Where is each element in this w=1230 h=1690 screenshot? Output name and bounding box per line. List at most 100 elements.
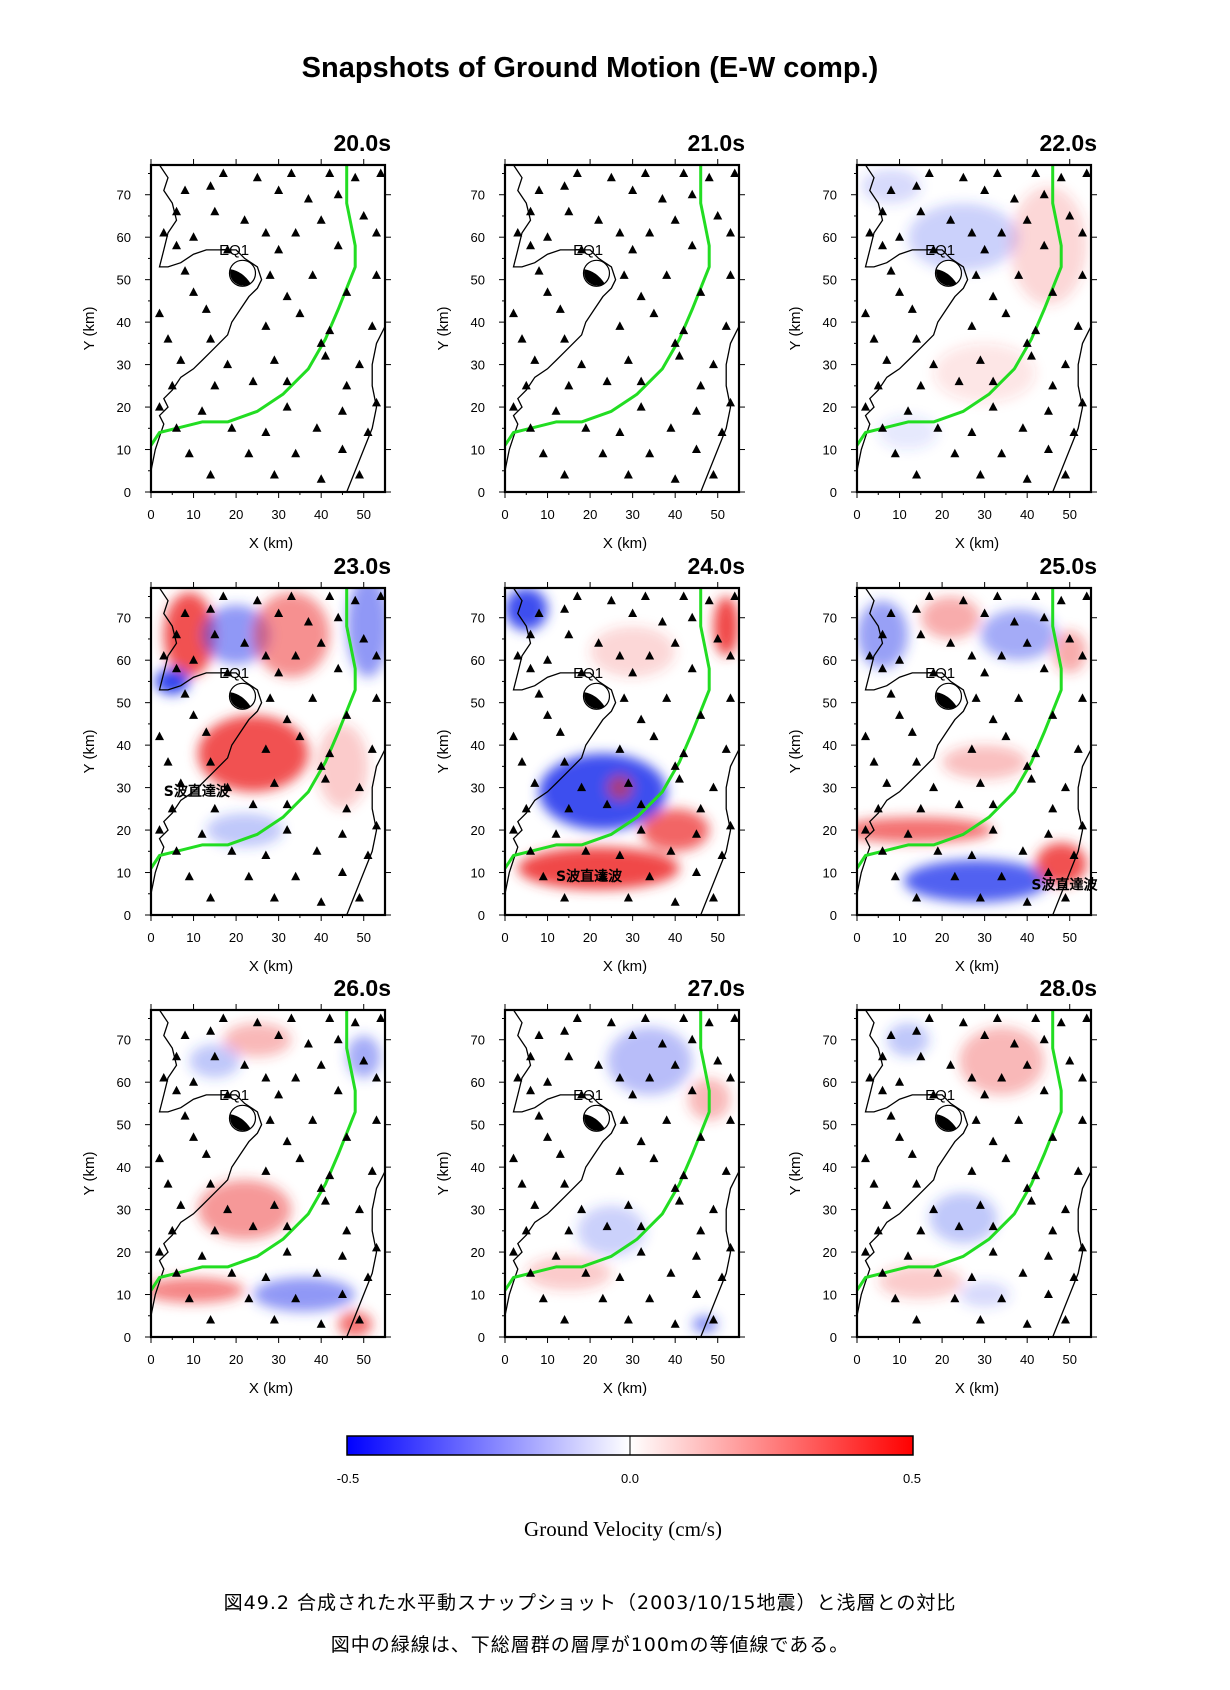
station-marker [878, 206, 888, 216]
station-marker [636, 1136, 646, 1146]
station-marker [950, 448, 960, 458]
station-marker [721, 1166, 731, 1175]
station-marker [291, 448, 301, 458]
snapshot-panel: EQ1 S波直達波 0 10 20 30 40 50 0 10 20 30 40 50 60 70 X (km)… [81, 553, 391, 975]
station-marker [967, 1272, 977, 1282]
station-marker [282, 1221, 292, 1231]
station-marker [1031, 1170, 1041, 1180]
station-marker [691, 1251, 701, 1260]
station-marker [1060, 893, 1070, 902]
x-tick-label: 0 [501, 507, 508, 522]
station-marker [598, 448, 608, 458]
source-label: EQ1 [219, 1087, 249, 1104]
east-coastline [700, 749, 739, 915]
y-tick-label: 40 [471, 738, 485, 753]
x-tick-label: 0 [147, 1352, 154, 1367]
source-label: EQ1 [219, 242, 249, 259]
station-marker [615, 850, 625, 860]
station-marker [725, 1115, 735, 1124]
station-marker [878, 1268, 888, 1277]
station-marker [1073, 321, 1083, 330]
x-axis-label: X (km) [955, 1380, 999, 1397]
station-marker [572, 168, 582, 177]
station-marker [560, 1179, 570, 1188]
station-marker [662, 693, 672, 702]
station-marker [992, 168, 1002, 177]
station-marker [1039, 1085, 1049, 1095]
station-marker [662, 1115, 672, 1124]
station-marker [555, 304, 565, 313]
station-marker [210, 1051, 220, 1061]
y-tick-label: 60 [117, 1075, 131, 1090]
y-tick-label: 50 [471, 1118, 485, 1133]
station-marker [240, 638, 250, 647]
shimosa-100m-contour [505, 165, 711, 447]
station-marker [163, 757, 173, 766]
x-tick-label: 50 [710, 1352, 724, 1367]
x-tick-label: 40 [668, 1352, 682, 1367]
station-marker [325, 748, 335, 758]
y-axis-label: Y (km) [435, 730, 452, 774]
station-marker [223, 1089, 233, 1099]
station-marker [534, 1030, 544, 1039]
station-marker [509, 402, 519, 411]
y-tick-label: 0 [478, 485, 485, 500]
station-marker [227, 846, 237, 855]
station-marker [946, 638, 956, 647]
station-marker [261, 650, 271, 660]
station-marker [206, 181, 216, 190]
station-marker [274, 1030, 284, 1039]
station-marker [1039, 612, 1049, 622]
x-axis-label: X (km) [955, 958, 999, 975]
station-marker [155, 402, 165, 411]
negative-velocity-region [577, 1205, 646, 1257]
station-marker [674, 1196, 684, 1205]
snapshot-panel: EQ1 S波直達波 0 10 20 30 40 50 0 10 20 30 40 50 60 70 X (km)… [435, 553, 745, 975]
station-marker [679, 748, 689, 758]
y-tick-label: 60 [471, 1075, 485, 1090]
station-marker [1039, 1034, 1049, 1044]
station-marker [666, 423, 676, 432]
station-marker [628, 244, 638, 254]
station-marker [895, 655, 905, 664]
station-marker [1065, 633, 1075, 643]
station-marker [958, 1017, 968, 1027]
station-marker [320, 774, 330, 783]
station-marker [337, 829, 347, 838]
station-marker [269, 1315, 279, 1324]
station-marker [1048, 710, 1058, 719]
station-marker [551, 1251, 561, 1260]
station-marker [350, 1017, 360, 1027]
station-marker [538, 1293, 548, 1303]
station-marker [971, 1115, 981, 1124]
x-tick-label: 10 [892, 1352, 906, 1367]
station-marker [1073, 744, 1083, 753]
station-marker [282, 1247, 292, 1256]
station-marker [367, 1166, 377, 1175]
station-marker [721, 321, 731, 330]
station-marker [543, 1132, 553, 1141]
station-marker [929, 244, 939, 254]
station-marker [223, 1204, 233, 1214]
x-tick-label: 30 [625, 507, 639, 522]
y-tick-label: 30 [823, 1203, 837, 1218]
station-marker [924, 168, 934, 177]
plot-frame [149, 1008, 387, 1339]
station-marker [988, 799, 998, 809]
x-tick-label: 50 [1062, 507, 1076, 522]
station-marker [967, 227, 977, 237]
station-marker [708, 359, 718, 369]
station-marker [325, 168, 335, 177]
station-marker [371, 1072, 381, 1082]
station-marker [560, 1315, 570, 1324]
y-tick-label: 20 [471, 1245, 485, 1260]
positive-velocity-region [151, 1277, 245, 1304]
station-marker [274, 608, 284, 617]
station-marker [223, 244, 233, 254]
station-marker [954, 799, 964, 809]
station-marker [1014, 1115, 1024, 1124]
station-marker [325, 1013, 335, 1022]
station-marker [210, 380, 220, 390]
station-marker [933, 423, 943, 432]
station-marker [1022, 338, 1032, 347]
